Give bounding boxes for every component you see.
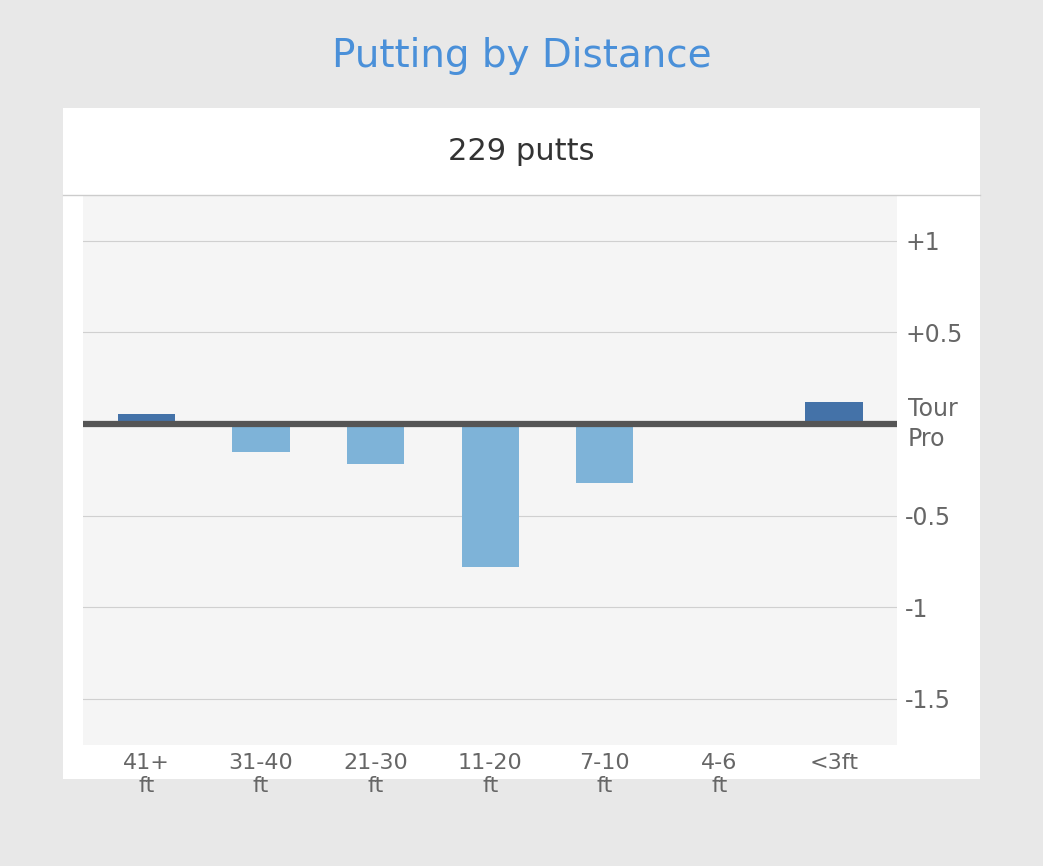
Bar: [118, 414, 175, 424]
Bar: [805, 402, 863, 424]
Text: Putting by Distance: Putting by Distance: [332, 37, 711, 75]
Bar: [462, 424, 518, 567]
Bar: [576, 424, 633, 482]
Text: 229 putts: 229 putts: [448, 137, 595, 166]
Bar: [347, 424, 405, 464]
Text: Tour
Pro: Tour Pro: [908, 397, 957, 451]
Bar: [233, 424, 290, 452]
